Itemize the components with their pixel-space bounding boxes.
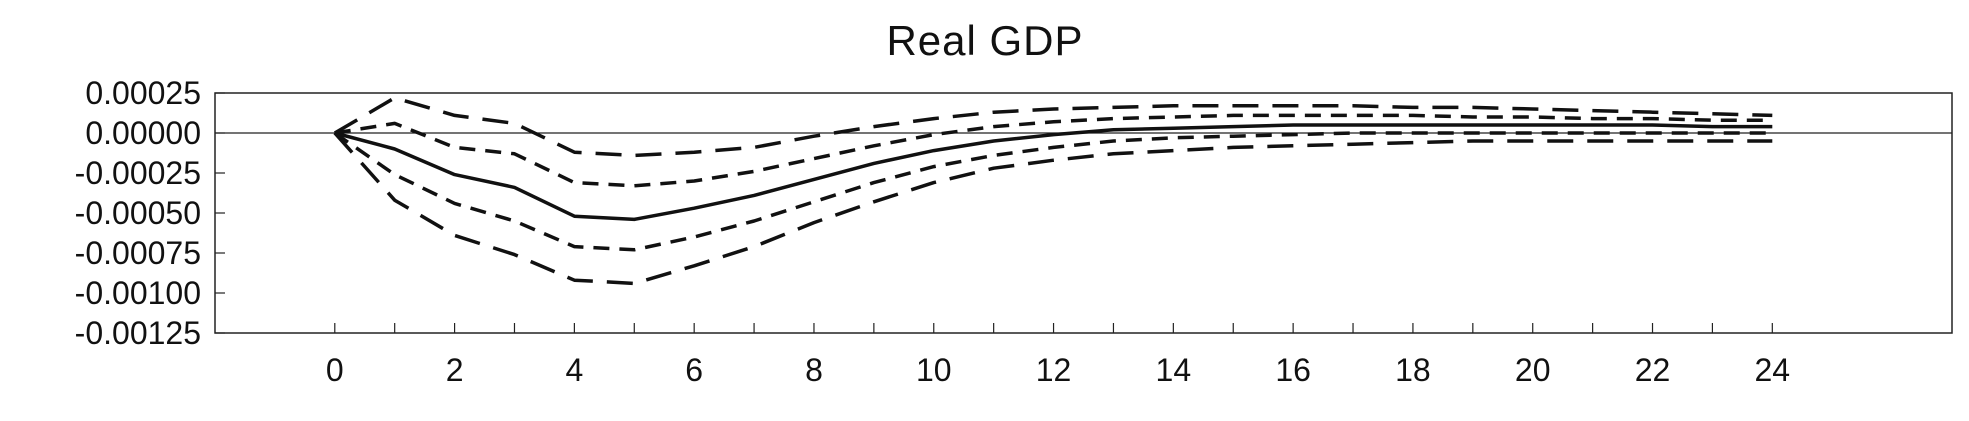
x-tick-label: 4 <box>565 352 583 388</box>
y-tick-label: -0.00075 <box>75 235 201 271</box>
x-tick-label: 12 <box>1036 352 1072 388</box>
series-line-3 <box>334 113 1773 188</box>
x-tick-label: 24 <box>1755 352 1791 388</box>
x-tick-label: 0 <box>326 352 344 388</box>
series-line-2 <box>333 131 1773 286</box>
axis-layer: 0.00025 0.00000 -0.00025 -0.00050 -0.00075 -0… <box>75 75 1952 388</box>
series-line-0 <box>334 123 1773 222</box>
y-tick-label: -0.00050 <box>75 195 201 231</box>
chart-title: Real GDP <box>886 17 1083 64</box>
x-tick-label: 16 <box>1275 352 1311 388</box>
x-tick-label: 6 <box>685 352 703 388</box>
x-tick-label: 8 <box>805 352 823 388</box>
y-tick-label: 0.00000 <box>85 115 201 151</box>
x-tick-label: 20 <box>1515 352 1551 388</box>
x-tick-label: 14 <box>1156 352 1192 388</box>
y-tick-label: -0.00125 <box>75 315 201 351</box>
plot-frame <box>214 92 1953 334</box>
y-tick-label: -0.00100 <box>75 275 201 311</box>
y-tick-label: -0.00025 <box>75 155 201 191</box>
x-tick-label: 18 <box>1395 352 1431 388</box>
x-tick-label: 10 <box>916 352 952 388</box>
x-tick-label: 2 <box>446 352 464 388</box>
series-line-1 <box>333 96 1773 158</box>
series-layer <box>333 96 1773 286</box>
y-tick-label: 0.00025 <box>85 75 201 111</box>
x-tick-label: 22 <box>1635 352 1671 388</box>
series-line-4 <box>333 131 1773 252</box>
